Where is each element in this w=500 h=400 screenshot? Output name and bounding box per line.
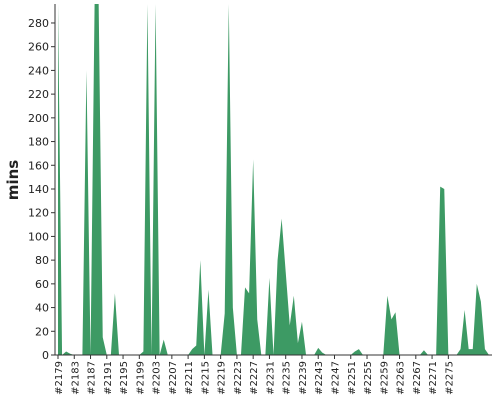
x-tick-label: #2219 (217, 361, 228, 395)
x-tick-label: #2255 (363, 361, 374, 395)
x-tick-label: #2215 (200, 361, 211, 395)
y-tick-label: 160 (28, 159, 49, 172)
x-tick-label: #2203 (152, 361, 163, 395)
x-tick-label: #2191 (103, 361, 114, 395)
x-tick-label: #2267 (412, 361, 423, 395)
y-tick-label: 60 (35, 278, 49, 291)
y-axis-title: mins (4, 160, 22, 200)
x-tick-label: #2223 (233, 361, 244, 395)
area-series (58, 4, 489, 355)
x-tick-label: #2271 (428, 361, 439, 395)
x-tick-label: #2235 (282, 361, 293, 395)
x-tick-label: #2183 (70, 361, 81, 395)
x-tick-label: #2239 (298, 361, 309, 395)
x-tick-label: #2211 (184, 361, 195, 395)
x-tick-label: #2247 (330, 361, 341, 395)
x-tick-label: #2195 (119, 361, 130, 395)
x-tick-label: #2259 (379, 361, 390, 395)
x-tick-label: #2251 (347, 361, 358, 395)
y-tick-label: 260 (28, 41, 49, 54)
x-tick-label: #2263 (396, 361, 407, 395)
x-tick-label: #2207 (168, 361, 179, 395)
y-tick-label: 180 (28, 136, 49, 149)
y-tick-label: 0 (42, 349, 49, 362)
x-tick-label: #2231 (265, 361, 276, 395)
y-axis: 0 20 40 60 80 100 120 140 160 180 200 220 240 260 280 (28, 4, 56, 362)
y-tick-label: 200 (28, 112, 49, 125)
x-tick-label: #2199 (135, 361, 146, 395)
y-tick-label: 140 (28, 183, 49, 196)
y-tick-label: 80 (35, 254, 49, 267)
x-tick-label: #2275 (444, 361, 455, 395)
y-tick-label: 20 (35, 325, 49, 338)
y-tick-label: 280 (28, 17, 49, 30)
x-tick-label: #2187 (87, 361, 98, 395)
x-axis: #2179 #2183 #2187 #2191 #2195 #2199 #2203 #2207… (54, 354, 492, 395)
y-tick-label: 220 (28, 88, 49, 101)
y-tick-label: 100 (28, 230, 49, 243)
x-tick-label: #2227 (249, 361, 260, 395)
y-tick-label: 240 (28, 64, 49, 77)
x-tick-label: #2243 (314, 361, 325, 395)
y-tick-label: 40 (35, 302, 49, 315)
plot-area (58, 4, 489, 355)
y-tick-label: 120 (28, 207, 49, 220)
x-tick-label: #2179 (54, 361, 65, 395)
